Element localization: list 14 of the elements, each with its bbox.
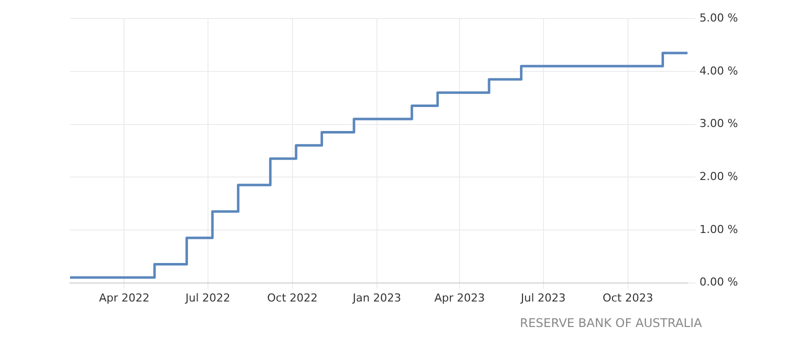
y-tick-label: 5.00 %	[700, 11, 738, 24]
text: RESERVE BANK OF AUSTRALIA	[518, 316, 703, 330]
x-tick-label: Jul 2022	[184, 291, 230, 304]
y-tick-label: 0.00 %	[700, 276, 738, 289]
x-tick-label: Apr 2023	[434, 291, 485, 304]
x-tick-label: Oct 2022	[267, 291, 318, 304]
y-tick-label: 2.00 %	[700, 170, 738, 183]
x-tick-label: Oct 2023	[602, 291, 654, 304]
y-tick-label: 1.00 %	[700, 222, 738, 236]
y-tick-label: 3.00 %	[700, 117, 738, 130]
x-tick-label: Jan 2023	[352, 291, 402, 304]
x-tick-label: Apr 2022	[98, 291, 150, 304]
x-tick-label: Jul 2023	[520, 291, 566, 304]
y-tick-label: 4.00 %	[700, 64, 738, 78]
